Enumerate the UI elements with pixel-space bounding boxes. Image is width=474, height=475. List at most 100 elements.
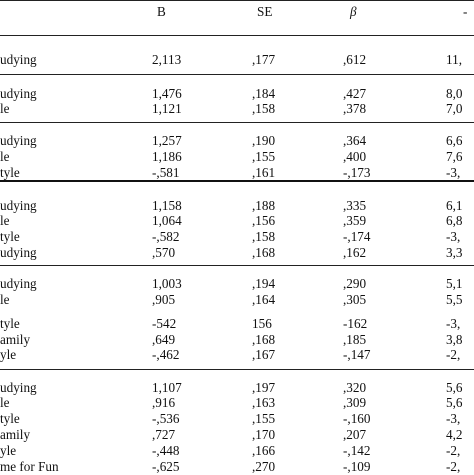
t-value-cell: 7,6 <box>446 149 463 164</box>
t-value-cell: 6,1 <box>446 198 463 213</box>
b-coefficient-cell: -,582 <box>152 229 180 244</box>
b-coefficient-cell: ,649 <box>152 332 176 347</box>
beta-coefficient-cell: ,400 <box>343 149 367 164</box>
t-value-cell: 11, <box>446 52 462 67</box>
b-coefficient-cell: ,916 <box>152 395 176 410</box>
beta-coefficient-cell: ,305 <box>343 292 367 307</box>
predictor-label-cell: udying <box>0 245 37 260</box>
standard-error-cell: ,188 <box>252 198 276 213</box>
t-value-cell: -3, <box>446 229 461 244</box>
beta-coefficient-cell: ,364 <box>343 133 367 148</box>
t-value-cell: -2, <box>446 459 461 474</box>
beta-coefficient-cell: ,612 <box>343 52 367 67</box>
table-row: le 1,186 ,155 ,400 7,6 <box>0 149 474 165</box>
b-coefficient-cell: 1,107 <box>152 380 182 395</box>
t-value-cell: -3, <box>446 411 461 426</box>
model-separator-rule <box>0 180 474 182</box>
standard-error-cell: ,170 <box>252 427 276 442</box>
beta-coefficient-cell: ,320 <box>343 380 367 395</box>
table-row: amily ,727 ,170 ,207 4,2 <box>0 427 474 443</box>
beta-coefficient-cell: ,207 <box>343 427 367 442</box>
table-row: le ,905 ,164 ,305 5,5 <box>0 292 474 308</box>
predictor-label-cell: le <box>0 213 10 228</box>
beta-coefficient-cell: ,185 <box>343 332 367 347</box>
b-coefficient-cell: 2,113 <box>152 52 182 67</box>
beta-coefficient-cell: ,378 <box>343 101 367 116</box>
standard-error-cell: ,161 <box>252 165 276 180</box>
beta-coefficient-cell: ,427 <box>343 86 367 101</box>
table-row: me for Fun -,625 ,270 -,109 -2, <box>0 459 474 475</box>
predictor-label-cell: tyle <box>0 165 20 180</box>
predictor-label-cell: le <box>0 149 10 164</box>
predictor-label-cell: me for Fun <box>0 459 59 474</box>
model-separator-rule <box>0 122 474 123</box>
b-coefficient-cell: -542 <box>152 316 177 331</box>
model-separator-rule <box>0 369 474 370</box>
standard-error-cell: ,158 <box>252 229 276 244</box>
beta-coefficient-cell: ,290 <box>343 276 367 291</box>
header-se: SE <box>257 4 273 19</box>
predictor-label-cell: le <box>0 292 10 307</box>
predictor-label-cell: tyle <box>0 411 20 426</box>
standard-error-cell: ,194 <box>252 276 276 291</box>
beta-coefficient-cell: ,309 <box>343 395 367 410</box>
t-value-cell: 3,8 <box>446 332 463 347</box>
standard-error-cell: ,164 <box>252 292 276 307</box>
model-separator-rule <box>0 265 474 266</box>
predictor-label-cell: udying <box>0 276 37 291</box>
beta-coefficient-cell: -,147 <box>343 347 371 362</box>
table-row: udying 1,003 ,194 ,290 5,1 <box>0 276 474 292</box>
predictor-label-cell: amily <box>0 332 31 347</box>
table-row: le 1,121 ,158 ,378 7,0 <box>0 101 474 117</box>
t-value-cell: 6,6 <box>446 133 463 148</box>
standard-error-cell: ,163 <box>252 395 276 410</box>
t-value-cell: -3, <box>446 165 461 180</box>
t-value-cell: 7,0 <box>446 101 463 116</box>
table-row: udying 1,158 ,188 ,335 6,1 <box>0 198 474 214</box>
t-value-cell: 4,2 <box>446 427 463 442</box>
table-row: le ,916 ,163 ,309 5,6 <box>0 395 474 411</box>
predictor-label-cell: udying <box>0 380 37 395</box>
b-coefficient-cell: ,570 <box>152 245 176 260</box>
b-coefficient-cell: 1,186 <box>152 149 182 164</box>
beta-coefficient-cell: ,162 <box>343 245 367 260</box>
table-row: yle -,462 ,167 -,147 -2, <box>0 347 474 363</box>
beta-coefficient-cell: -,173 <box>343 165 371 180</box>
b-coefficient-cell: ,905 <box>152 292 176 307</box>
table-row: tyle -542 156 -162 -3, <box>0 316 474 332</box>
table-row: tyle -,582 ,158 -,174 -3, <box>0 229 474 245</box>
b-coefficient-cell: 1,064 <box>152 213 182 228</box>
predictor-label-cell: yle <box>0 443 17 458</box>
b-coefficient-cell: -,462 <box>152 347 180 362</box>
b-coefficient-cell: ,727 <box>152 427 176 442</box>
standard-error-cell: ,270 <box>252 459 276 474</box>
standard-error-cell: 156 <box>252 316 272 331</box>
t-value-cell: 8,0 <box>446 86 463 101</box>
predictor-label-cell: le <box>0 101 10 116</box>
t-value-cell: 5,6 <box>446 380 463 395</box>
standard-error-cell: ,190 <box>252 133 276 148</box>
table-row: udying ,570 ,168 ,162 3,3 <box>0 245 474 261</box>
beta-coefficient-cell: -,174 <box>343 229 371 244</box>
predictor-label-cell: udying <box>0 133 37 148</box>
beta-coefficient-cell: -162 <box>343 316 368 331</box>
standard-error-cell: ,197 <box>252 380 276 395</box>
predictor-label-cell: le <box>0 395 10 410</box>
header-b: B <box>157 4 166 19</box>
beta-coefficient-cell: -,109 <box>343 459 371 474</box>
b-coefficient-cell: 1,257 <box>152 133 182 148</box>
t-value-cell: 6,8 <box>446 213 463 228</box>
b-coefficient-cell: -,625 <box>152 459 180 474</box>
b-coefficient-cell: -,536 <box>152 411 180 426</box>
t-value-cell: 3,3 <box>446 245 463 260</box>
beta-coefficient-cell: -,160 <box>343 411 371 426</box>
standard-error-cell: ,177 <box>252 52 276 67</box>
predictor-label-cell: udying <box>0 52 37 67</box>
table-row: udying 1,476 ,184 ,427 8,0 <box>0 86 474 102</box>
table-row: udying 1,107 ,197 ,320 5,6 <box>0 380 474 396</box>
standard-error-cell: ,168 <box>252 245 276 260</box>
table-top-rule <box>0 0 474 1</box>
b-coefficient-cell: 1,003 <box>152 276 182 291</box>
b-coefficient-cell: -,581 <box>152 165 180 180</box>
table-row: le 1,064 ,156 ,359 6,8 <box>0 213 474 229</box>
